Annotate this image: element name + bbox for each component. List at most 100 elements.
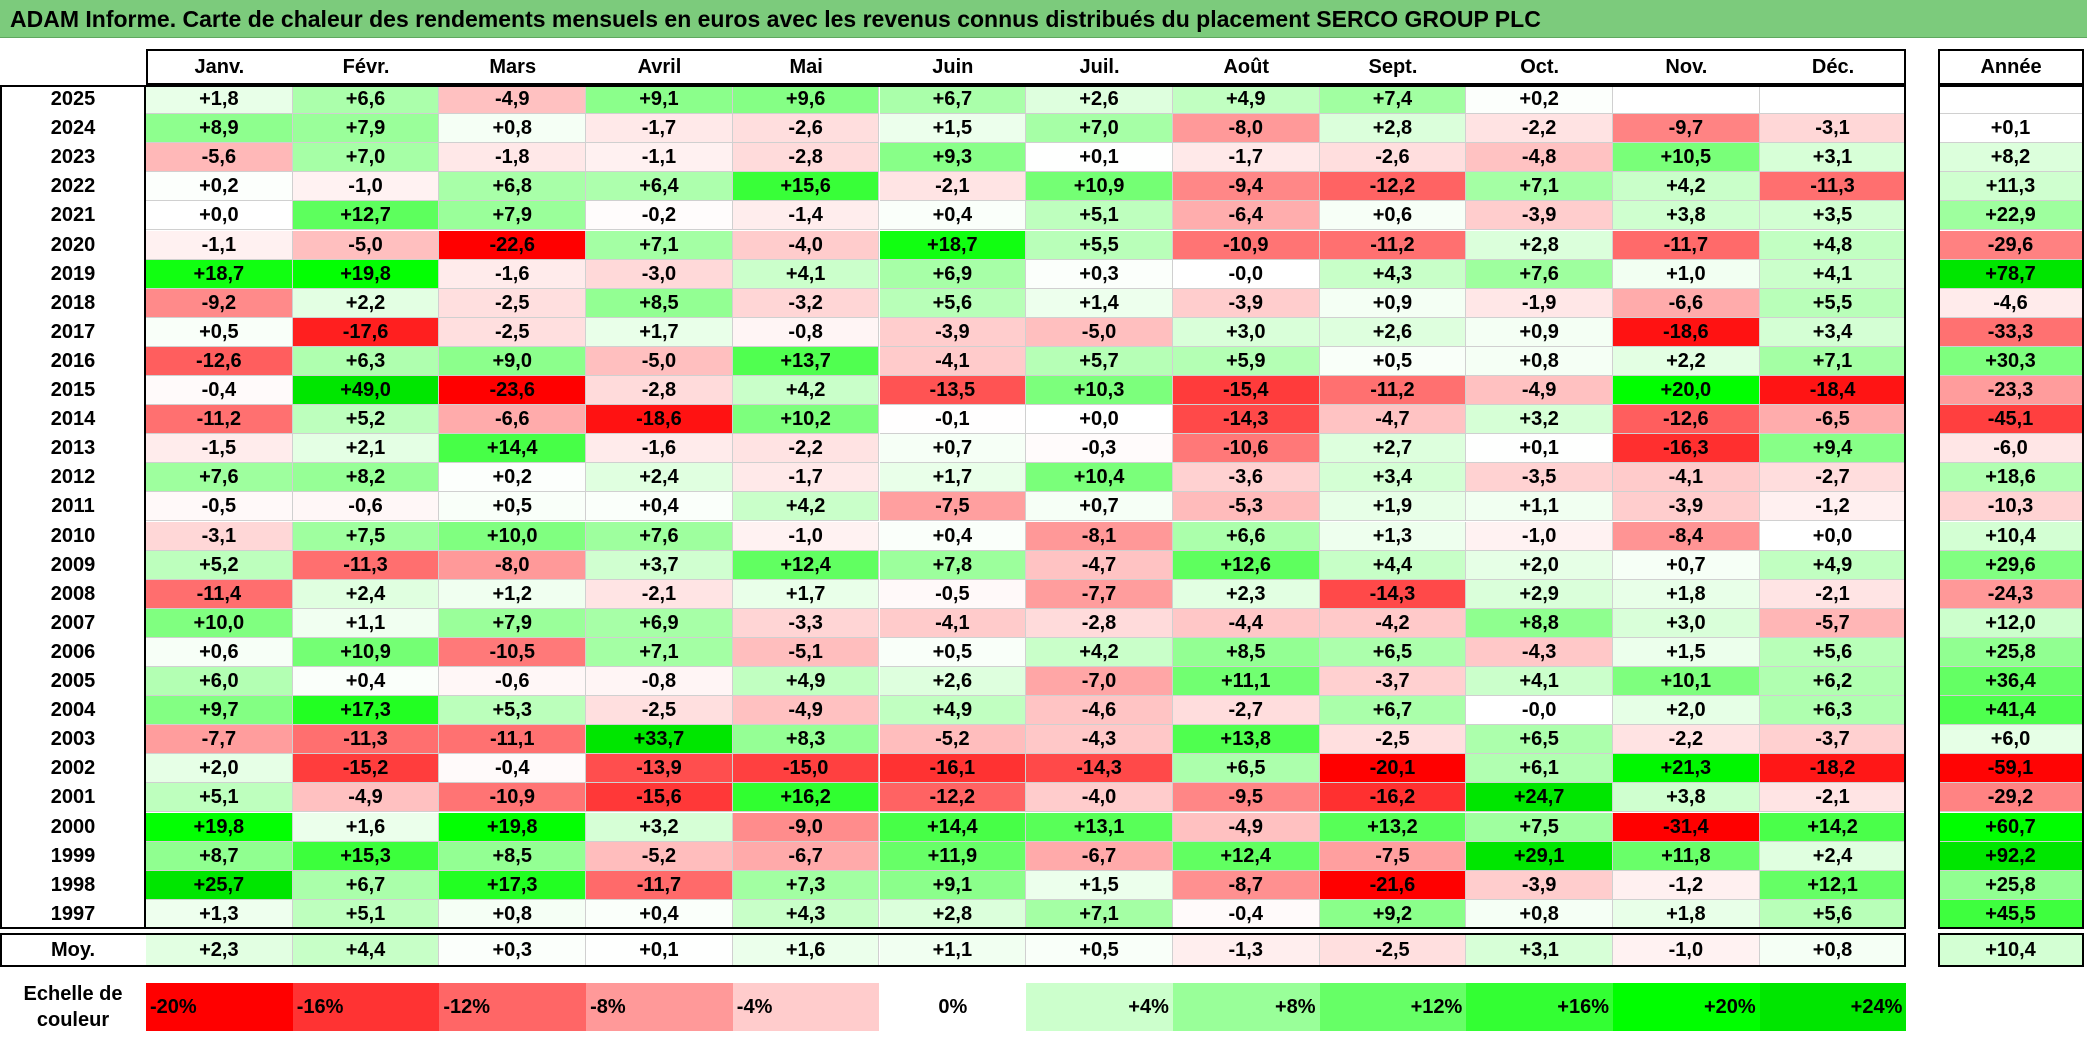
heatmap-cell: +1,6 bbox=[292, 812, 440, 842]
heatmap-cell: +6,7 bbox=[1319, 696, 1467, 726]
heatmap-cell: -5,0 bbox=[1026, 317, 1173, 347]
year-label: 2007 bbox=[50, 611, 96, 634]
heatmap-cell: +1,9 bbox=[1319, 492, 1467, 522]
heatmap-cell: -15,6 bbox=[586, 783, 733, 813]
heatmap-cell: -2,7 bbox=[1759, 463, 1907, 493]
heatmap-cell: +4,1 bbox=[1759, 259, 1907, 289]
heatmap-cell: -6,6 bbox=[439, 405, 587, 435]
heatmap-cell: +7,9 bbox=[439, 201, 587, 231]
heatmap-cell: +4,9 bbox=[1172, 85, 1320, 115]
heatmap-cell: +8,3 bbox=[732, 725, 880, 755]
heatmap-cell: -1,6 bbox=[586, 434, 733, 464]
heatmap-cell: -0,8 bbox=[732, 317, 880, 347]
heatmap-cell: +0,2 bbox=[439, 463, 587, 493]
heatmap-cell: +7,1 bbox=[586, 230, 733, 260]
heatmap-cell: +7,6 bbox=[586, 521, 733, 551]
heatmap-cell: -5,6 bbox=[146, 143, 293, 173]
year-label: 2005 bbox=[50, 670, 96, 692]
heatmap-cell: +33,7 bbox=[586, 725, 733, 755]
chart-title: ADAM Informe. Carte de chaleur des rende… bbox=[10, 6, 1541, 32]
year-label: 1999 bbox=[50, 844, 96, 867]
heatmap-cell: +7,0 bbox=[292, 143, 440, 173]
heatmap-cell: -12,6 bbox=[1613, 405, 1760, 435]
heatmap-cell: +9,2 bbox=[1319, 899, 1467, 929]
heatmap-cell: -1,4 bbox=[732, 201, 880, 231]
heatmap-cell: -1,2 bbox=[1759, 492, 1907, 522]
heatmap-cell: -1,6 bbox=[439, 259, 587, 289]
heatmap-cell: +10,3 bbox=[1026, 376, 1173, 406]
month-header: Oct. bbox=[1466, 49, 1613, 85]
annual-cell: -23,3 bbox=[1938, 376, 2084, 406]
heatmap-cell: -4,8 bbox=[1466, 143, 1613, 173]
heatmap-cell: -1,1 bbox=[146, 230, 293, 260]
heatmap-cell: +7,8 bbox=[879, 550, 1027, 580]
heatmap-cell: -5,0 bbox=[586, 346, 733, 376]
average-cell: +4,4 bbox=[292, 933, 440, 967]
heatmap-cell: +1,4 bbox=[1026, 288, 1173, 318]
heatmap-cell: -14,3 bbox=[1026, 754, 1173, 784]
heatmap-cell: +16,2 bbox=[732, 783, 880, 813]
heatmap-cell: -9,7 bbox=[1613, 114, 1760, 144]
year-label: 2024 bbox=[50, 117, 96, 140]
heatmap-cell: +6,7 bbox=[879, 85, 1027, 115]
heatmap-cell: -20,1 bbox=[1319, 754, 1467, 784]
annual-cell: -59,1 bbox=[1938, 754, 2084, 784]
heatmap-cell: +8,5 bbox=[586, 288, 733, 318]
year-label: 2015 bbox=[50, 379, 96, 401]
annual-cell: -33,3 bbox=[1938, 317, 2084, 347]
heatmap-cell: +2,1 bbox=[292, 434, 440, 464]
heatmap-cell: -1,0 bbox=[732, 521, 880, 551]
scale-step: -16% bbox=[292, 983, 440, 1031]
heatmap-cell: -1,1 bbox=[586, 143, 733, 173]
heatmap-cell: +12,4 bbox=[1172, 841, 1320, 871]
year-label: 2010 bbox=[50, 524, 96, 547]
year-label: 2001 bbox=[50, 786, 96, 809]
heatmap-cell: +6,9 bbox=[879, 259, 1027, 289]
heatmap-cell: -3,3 bbox=[732, 608, 880, 638]
heatmap-cell: +0,1 bbox=[1466, 434, 1613, 464]
heatmap-cell: +6,4 bbox=[586, 172, 733, 202]
heatmap-cell: +4,9 bbox=[1759, 550, 1907, 580]
heatmap-cell: +4,4 bbox=[1319, 550, 1467, 580]
heatmap-cell: +0,4 bbox=[879, 201, 1027, 231]
year-label: 2017 bbox=[50, 320, 96, 343]
heatmap-cell: +1,5 bbox=[879, 114, 1027, 144]
average-cell: -1,3 bbox=[1172, 933, 1320, 967]
annual-cell: +22,9 bbox=[1938, 201, 2084, 231]
heatmap-cell: -2,1 bbox=[879, 172, 1027, 202]
heatmap-cell: -7,5 bbox=[1319, 841, 1467, 871]
heatmap-cell: +1,3 bbox=[1319, 521, 1467, 551]
heatmap-cell: +2,7 bbox=[1319, 434, 1467, 464]
heatmap-cell: -8,7 bbox=[1172, 870, 1320, 900]
month-header: Sept. bbox=[1319, 49, 1467, 85]
heatmap-cell: -4,9 bbox=[439, 85, 587, 115]
heatmap-cell: +1,5 bbox=[1026, 870, 1173, 900]
heatmap-cell: +10,0 bbox=[439, 521, 587, 551]
heatmap-cell: +3,2 bbox=[1466, 405, 1613, 435]
heatmap-cell: +0,4 bbox=[586, 492, 733, 522]
heatmap-cell: +2,6 bbox=[1319, 317, 1467, 347]
heatmap-cell: +21,3 bbox=[1613, 754, 1760, 784]
heatmap-cell: -5,3 bbox=[1172, 492, 1320, 522]
heatmap-cell: -9,4 bbox=[1172, 172, 1320, 202]
heatmap-cell: -5,0 bbox=[292, 230, 440, 260]
year-label: 2013 bbox=[50, 437, 96, 460]
heatmap-cell: +0,8 bbox=[1466, 346, 1613, 376]
heatmap-cell: +14,4 bbox=[879, 812, 1027, 842]
heatmap-cell: -21,6 bbox=[1319, 870, 1467, 900]
heatmap-cell: -1,0 bbox=[292, 172, 440, 202]
heatmap-cell: +1,1 bbox=[1466, 492, 1613, 522]
heatmap-cell: -2,6 bbox=[732, 114, 880, 144]
heatmap-cell bbox=[1759, 85, 1907, 115]
heatmap-cell: -3,0 bbox=[586, 259, 733, 289]
heatmap-cell: -9,2 bbox=[146, 288, 293, 318]
heatmap-cell: -2,2 bbox=[732, 434, 880, 464]
heatmap-cell: -31,4 bbox=[1613, 812, 1760, 842]
average-cell: +1,6 bbox=[732, 933, 880, 967]
heatmap-cell: +11,8 bbox=[1613, 841, 1760, 871]
heatmap-cell: +9,0 bbox=[439, 346, 587, 376]
scale-step: +24% bbox=[1759, 983, 1907, 1031]
heatmap-cell: +0,2 bbox=[1466, 85, 1613, 115]
heatmap-cell: -10,9 bbox=[439, 783, 587, 813]
year-label: 2002 bbox=[50, 757, 96, 780]
